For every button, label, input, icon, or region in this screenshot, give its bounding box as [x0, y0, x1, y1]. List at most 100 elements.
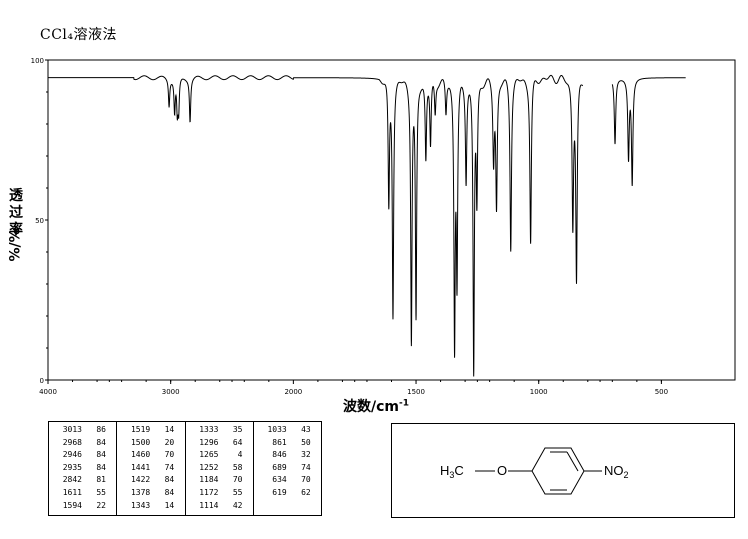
- peak-table-row: 1500 20: [117, 437, 184, 450]
- x-tick-label: 3000: [162, 388, 180, 396]
- peak-transmittance: 70: [232, 475, 243, 485]
- peak-table-row: 846 32: [254, 449, 321, 462]
- peak-table-row: 1265 4: [186, 449, 253, 462]
- peak-wavenumber: 1519: [130, 425, 151, 434]
- peak-table-row: 634 70: [254, 474, 321, 487]
- peak-wavenumber: 1114: [199, 500, 219, 510]
- y-tick-label: 0: [40, 377, 44, 385]
- peak-transmittance: 42: [232, 500, 243, 510]
- peak-table-column: 1033 43 861 50 846 32 689 74 634 70 619 62: [254, 422, 321, 515]
- peak-table-row: 1184 70: [186, 474, 253, 487]
- peak-wavenumber: 1252: [199, 462, 219, 472]
- structure-panel: H3C O NO2: [391, 423, 735, 518]
- x-tick-label: 1500: [407, 388, 425, 396]
- peak-table-column: 1519 14 1500 20 1460 70 1441 74 1422 84 1378 84 1343…: [117, 422, 186, 515]
- peak-wavenumber: 689: [272, 462, 287, 472]
- peak-transmittance: 14: [164, 425, 175, 434]
- x-tick-label: 1000: [530, 388, 548, 396]
- peak-table-row: 1519 14: [117, 424, 184, 437]
- nitro-group-label: NO2: [604, 463, 629, 480]
- peak-wavenumber: 1033: [267, 425, 287, 434]
- molecule-structure: H3C O NO2: [440, 447, 629, 495]
- peak-table-row: 1172 55: [186, 487, 253, 500]
- peak-wavenumber: 1333: [199, 425, 219, 434]
- peak-transmittance: 70: [301, 475, 311, 485]
- y-axis-label: 透 过 率 %/%: [6, 188, 26, 262]
- peak-wavenumber: 846: [272, 450, 287, 460]
- x-tick-label: 2000: [284, 388, 302, 396]
- peak-wavenumber: 1441: [130, 462, 151, 472]
- peak-transmittance: 4: [237, 450, 243, 460]
- peak-wavenumber: 1594: [62, 500, 82, 510]
- peak-table-row: 3013 86: [49, 424, 116, 437]
- peak-wavenumber: 1343: [130, 500, 151, 510]
- peak-transmittance: 86: [96, 425, 106, 434]
- oxygen-label: O: [497, 463, 507, 478]
- peak-table-row: 1594 22: [49, 500, 116, 513]
- peak-transmittance: 84: [96, 462, 106, 472]
- peak-wavenumber: 1172: [199, 487, 219, 497]
- methyl-group-label: H3C: [440, 463, 464, 480]
- plot-frame: [47, 59, 736, 381]
- peak-marks: [168, 104, 633, 368]
- peak-table-row: 1378 84: [117, 487, 184, 500]
- axis-ticks: 4000 3000 2000 1500 1000 500 0 50 100: [31, 57, 668, 396]
- peak-table-row: 2946 84: [49, 449, 116, 462]
- peak-transmittance: 84: [164, 487, 175, 497]
- peak-transmittance: 43: [301, 425, 311, 434]
- y-axis-label-char-3: 率: [9, 222, 23, 238]
- peak-wavenumber: 1296: [199, 437, 219, 447]
- peak-table-row: 2968 84: [49, 437, 116, 450]
- peak-transmittance: 55: [96, 487, 106, 497]
- peak-wavenumber: 2935: [62, 462, 82, 472]
- peak-wavenumber: 619: [272, 487, 287, 497]
- peak-table-row: 1296 64: [186, 437, 253, 450]
- x-axis-label-main: 波数/cm: [343, 399, 399, 415]
- y-axis-label-char-2: 过: [9, 205, 23, 221]
- peak-transmittance: 58: [232, 462, 243, 472]
- peak-wavenumber: 2968: [62, 437, 82, 447]
- x-axis-label: 波数/cm-1: [343, 396, 409, 416]
- peak-table-row: 1422 84: [117, 474, 184, 487]
- x-tick-label: 500: [655, 388, 668, 396]
- peak-wavenumber: 1460: [130, 450, 151, 460]
- peak-table-row: 1252 58: [186, 462, 253, 475]
- peak-table-row: 2935 84: [49, 462, 116, 475]
- peak-transmittance: 62: [301, 487, 311, 497]
- peak-wavenumber: 861: [272, 437, 287, 447]
- peak-table-row: 1333 35: [186, 424, 253, 437]
- peak-wavenumber: 634: [272, 475, 287, 485]
- peak-transmittance: 22: [96, 500, 106, 510]
- y-tick-label: 100: [31, 57, 44, 65]
- peak-wavenumber: 1500: [130, 437, 151, 447]
- peak-transmittance: 70: [164, 450, 175, 460]
- peak-table-row: 619 62: [254, 487, 321, 500]
- peak-wavenumber: 1378: [130, 487, 151, 497]
- ir-spectrum-chart: 4000 3000 2000 1500 1000 500 0 50 100: [31, 57, 736, 396]
- peak-table-row: 861 50: [254, 437, 321, 450]
- peak-transmittance: 74: [164, 462, 175, 472]
- peak-table-column: 3013 86 2968 84 2946 84 2935 84 2842 81 1611 55 1594…: [49, 422, 118, 515]
- peak-transmittance: 50: [301, 437, 311, 447]
- peak-wavenumber: 2842: [62, 475, 82, 485]
- peak-transmittance: 84: [164, 475, 175, 485]
- peak-transmittance: 55: [232, 487, 243, 497]
- peak-transmittance: 64: [232, 437, 243, 447]
- peak-transmittance: 84: [96, 450, 106, 460]
- y-tick-label: 50: [35, 217, 44, 225]
- peak-table-row: 689 74: [254, 462, 321, 475]
- peak-wavenumber: 1184: [199, 475, 219, 485]
- peak-transmittance: 35: [232, 425, 243, 434]
- peak-transmittance: 74: [301, 462, 311, 472]
- peak-table-row: 1611 55: [49, 487, 116, 500]
- peak-transmittance: 84: [96, 437, 106, 447]
- peak-table-row: 1441 74: [117, 462, 184, 475]
- peak-table-row: 1460 70: [117, 449, 184, 462]
- chart-title: CCl₄溶液法: [40, 27, 118, 43]
- peak-transmittance: 14: [164, 500, 175, 510]
- ring-double-bond-3: [566, 451, 579, 472]
- peak-wavenumber: 2946: [62, 450, 82, 460]
- peak-table-row: 1343 14: [117, 500, 184, 513]
- peak-wavenumber: 3013: [62, 425, 82, 434]
- x-axis-label-exponent: -1: [399, 398, 409, 409]
